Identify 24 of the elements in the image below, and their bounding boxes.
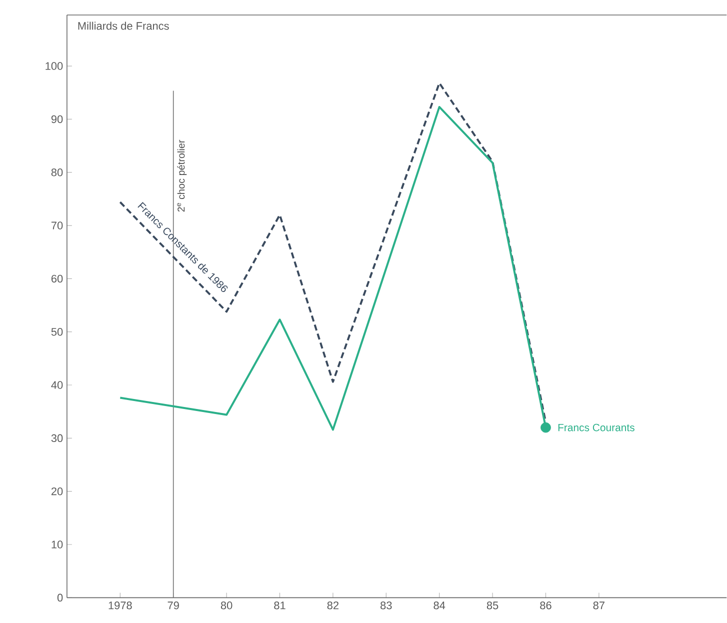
x-tick-label: 84 [434, 602, 446, 610]
x-tick-label: 87 [593, 602, 604, 610]
x-tick-label: 81 [274, 602, 286, 610]
y-tick-label: 0 [57, 594, 63, 602]
y-axis-title: Milliards de Francs [78, 22, 169, 30]
x-tick-label: 79 [168, 602, 179, 610]
y-tick-label: 30 [51, 434, 63, 442]
y-tick-label: 60 [51, 274, 63, 283]
ref-line-label: 2$^{e}$ choc pétrolier [177, 140, 187, 212]
y-tick-label: 40 [51, 381, 63, 390]
y-tick-label: 90 [51, 115, 63, 124]
y-tick-label: 50 [51, 328, 63, 336]
y-tick-label: 100 [46, 62, 63, 70]
y-tick-label: 80 [51, 168, 63, 176]
y-tick-label: 20 [51, 488, 63, 496]
x-tick-label: 80 [220, 602, 232, 610]
x-tick-label: 85 [486, 602, 498, 610]
x-tick-label: 82 [327, 602, 338, 610]
x-tick-label: 83 [380, 602, 392, 610]
y-tick-label: 70 [51, 222, 63, 230]
x-tick-label: 86 [540, 602, 552, 610]
y-tick-label: 10 [52, 540, 63, 549]
x-tick-label: 1978 [108, 602, 132, 610]
series-label: Francs Courants [558, 424, 634, 432]
